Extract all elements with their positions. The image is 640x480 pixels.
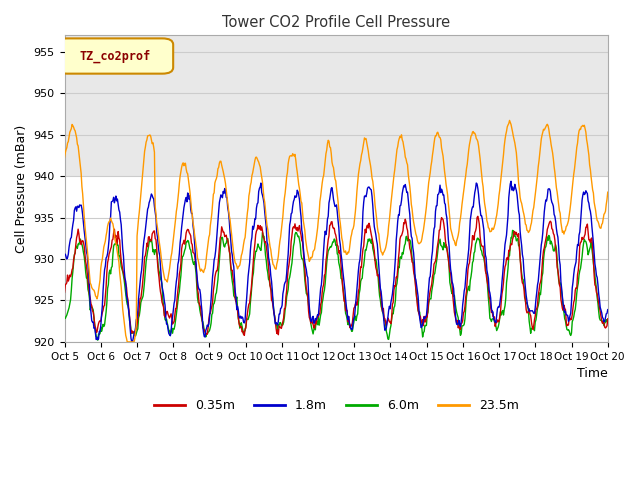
Legend: 0.35m, 1.8m, 6.0m, 23.5m: 0.35m, 1.8m, 6.0m, 23.5m bbox=[148, 394, 524, 417]
Bar bbox=[65, 36, 608, 176]
X-axis label: Time: Time bbox=[577, 367, 608, 380]
FancyBboxPatch shape bbox=[56, 38, 173, 73]
Title: Tower CO2 Profile Cell Pressure: Tower CO2 Profile Cell Pressure bbox=[222, 15, 450, 30]
Y-axis label: Cell Pressure (mBar): Cell Pressure (mBar) bbox=[15, 124, 28, 253]
Text: TZ_co2prof: TZ_co2prof bbox=[79, 49, 150, 62]
